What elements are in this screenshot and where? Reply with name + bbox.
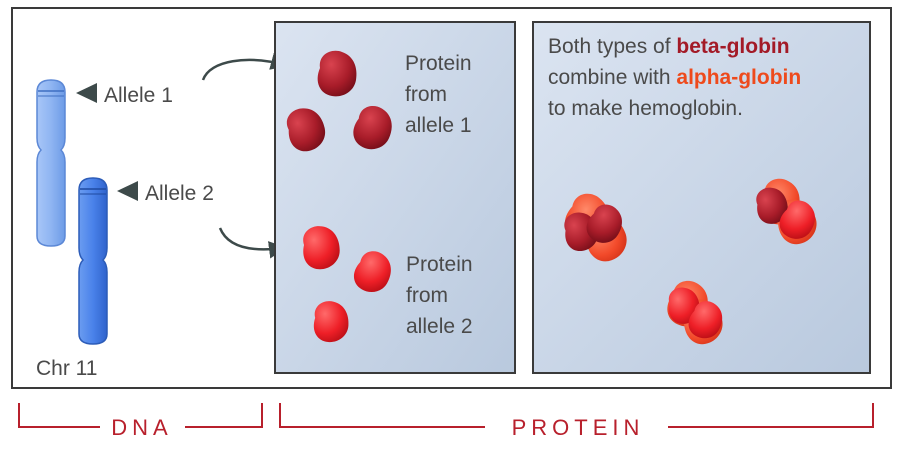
dna-caption: DNA bbox=[111, 415, 172, 440]
alpha-globin-term: alpha-globin bbox=[676, 66, 801, 89]
allele-1-label: Allele 1 bbox=[104, 84, 173, 107]
protein-allele-2-caption: Protein from allele 2 bbox=[406, 253, 478, 338]
hemoglobin-line-1: Both types of beta-globin bbox=[548, 35, 790, 58]
allele-1-pointer-icon bbox=[76, 83, 97, 103]
allele-1-arrow-icon bbox=[201, 52, 289, 81]
beta-globin-protein bbox=[317, 50, 357, 97]
dna-caption-bracket: DNA bbox=[18, 403, 263, 440]
allele-2-pointer-icon bbox=[117, 181, 138, 201]
protein-caption-bracket: PROTEIN bbox=[279, 403, 874, 440]
chromosome-allele-2 bbox=[78, 177, 108, 345]
chromosome-allele-1 bbox=[36, 79, 66, 247]
protein-panel: Protein from allele 1 Protein from allel… bbox=[274, 21, 516, 374]
allele-2-label: Allele 2 bbox=[145, 182, 214, 205]
dna-section: Allele 1 Allele 2 Chr 11 bbox=[36, 52, 289, 380]
hemoglobin-line-3: to make hemoglobin. bbox=[548, 97, 743, 120]
protein-panel-box bbox=[274, 21, 516, 374]
beta-globin-term: beta-globin bbox=[676, 35, 789, 58]
hemoglobin-line-2: combine with alpha-globin bbox=[548, 66, 801, 89]
hemoglobin-panel: Both types of beta-globin combine with a… bbox=[532, 21, 871, 374]
chromosome-label: Chr 11 bbox=[36, 357, 97, 380]
protein-allele-1-caption: Protein from allele 1 bbox=[405, 52, 477, 137]
protein-caption: PROTEIN bbox=[512, 415, 645, 440]
